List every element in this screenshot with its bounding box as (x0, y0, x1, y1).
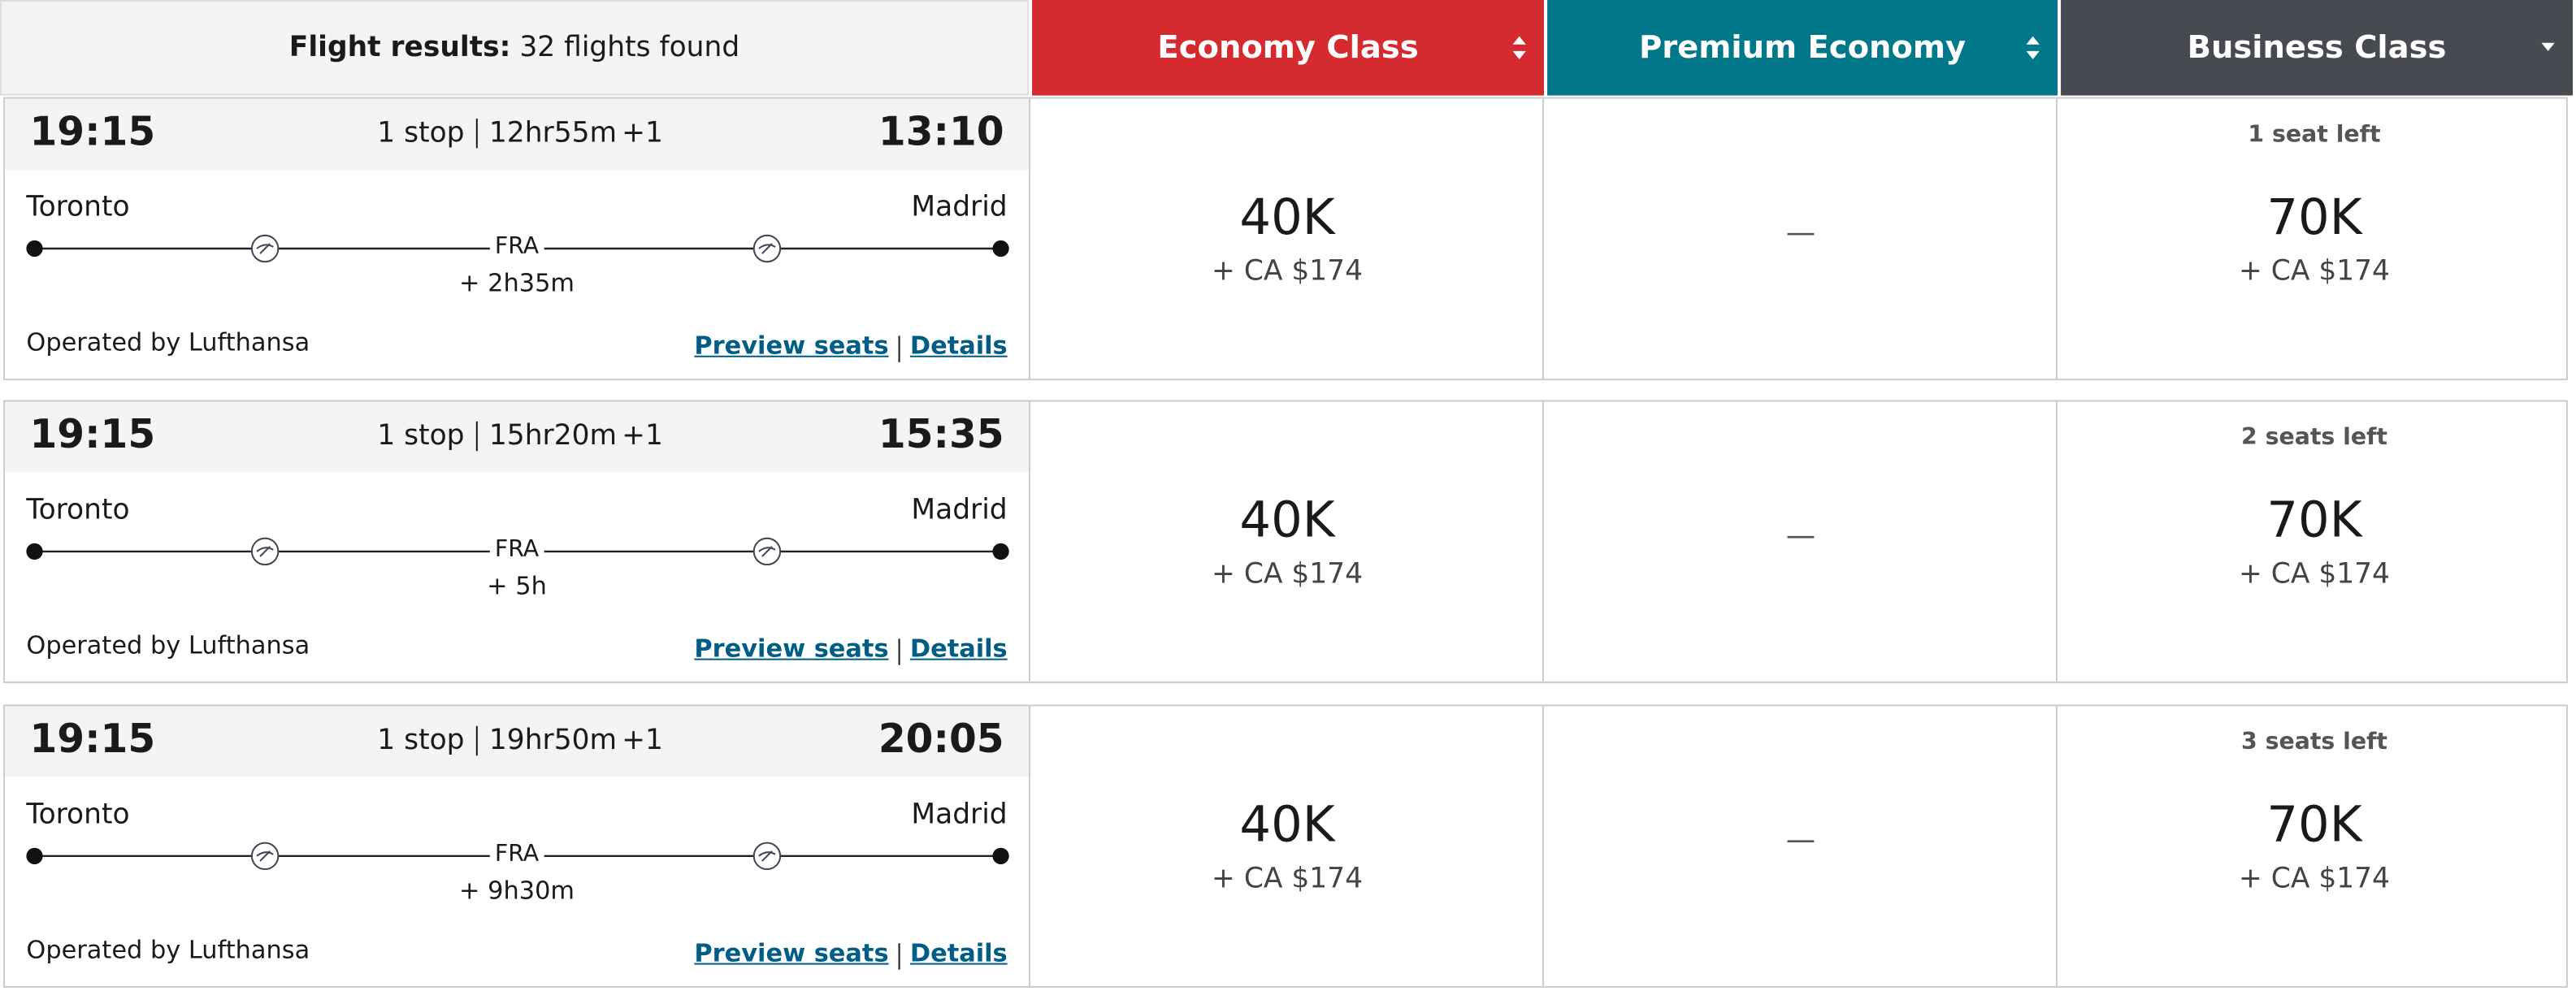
duration: 19hr50m (488, 724, 618, 758)
destination: Madrid (911, 798, 1008, 832)
economy-cell[interactable]: 40K + CA $174 (1029, 400, 1544, 684)
origin: Toronto (26, 493, 130, 527)
business-cell[interactable]: 3 seats left 70K + CA $174 (2055, 704, 2569, 988)
layover: + 9h30m (459, 876, 575, 906)
separator (898, 335, 900, 362)
stops: 1 stop (377, 724, 465, 758)
origin: Toronto (26, 191, 130, 224)
day-offset: +1 (622, 724, 663, 758)
premium-cell[interactable]: — (1542, 400, 2056, 684)
destination: Madrid (911, 493, 1008, 527)
cash: + CA $174 (2238, 862, 2390, 896)
cash: + CA $174 (2238, 558, 2390, 591)
economy-cell[interactable]: 40K + CA $174 (1029, 704, 1544, 988)
links: Preview seats Details (694, 630, 1008, 665)
route-line (26, 842, 1009, 871)
stops: 1 stop (377, 419, 465, 453)
premium-cell[interactable]: — (1542, 704, 2056, 988)
cash: + CA $174 (2238, 255, 2390, 288)
sort-icon (2541, 42, 2555, 51)
arrive-time: 20:05 (878, 716, 1004, 763)
operator: Operated by Lufthansa (26, 630, 310, 660)
details-link[interactable]: Details (909, 937, 1008, 967)
layover: + 5h (487, 571, 547, 601)
preview-seats-link[interactable]: Preview seats (694, 330, 889, 360)
economy-cell[interactable]: 40K + CA $174 (1029, 97, 1544, 381)
via-airport: FRA (489, 233, 544, 261)
cash: + CA $174 (1212, 558, 1364, 591)
arrive-time: 15:35 (878, 411, 1004, 458)
details-link[interactable]: Details (909, 330, 1008, 360)
flight-row: 19:15 15:35 1 stop 15hr20m +1 Toronto Madrid FR… (3, 400, 2569, 684)
seats-left: 2 seats left (2240, 424, 2388, 452)
separator (898, 943, 900, 970)
points: 70K (2266, 796, 2362, 855)
origin: Toronto (26, 798, 130, 832)
points: 40K (1239, 491, 1335, 550)
seats-left: 3 seats left (2240, 729, 2388, 756)
time-strip (5, 706, 1030, 777)
sort-icon (2026, 36, 2040, 59)
operator: Operated by Lufthansa (26, 327, 310, 357)
separator (475, 421, 478, 452)
stop-info: 1 stop 15hr20m +1 (377, 420, 663, 453)
preview-seats-link[interactable]: Preview seats (694, 633, 889, 663)
unavailable: — (1785, 823, 1816, 858)
unavailable: — (1785, 518, 1816, 553)
details-link[interactable]: Details (909, 633, 1008, 663)
economy-header[interactable]: Economy Class (1032, 0, 1545, 96)
flight-row: 19:15 13:10 1 stop 12hr55m +1 Toronto Madrid FR… (3, 97, 2568, 381)
unavailable: — (1785, 215, 1816, 251)
preview-seats-link[interactable]: Preview seats (694, 937, 889, 967)
cash: + CA $174 (1212, 862, 1364, 896)
depart-time: 19:15 (29, 411, 156, 458)
operator: Operated by Lufthansa (26, 935, 310, 965)
via-airport: FRA (489, 536, 544, 564)
points: 40K (1239, 796, 1335, 855)
premium-header[interactable]: Premium Economy (1547, 0, 2058, 96)
business-header[interactable]: Business Class (2061, 0, 2574, 96)
column-title: Business Class (2187, 29, 2447, 67)
points: 70K (2266, 189, 2362, 247)
destination: Madrid (911, 191, 1008, 224)
links: Preview seats Details (694, 327, 1008, 362)
stop-info: 1 stop 12hr55m +1 (377, 117, 663, 150)
seats-left: 1 seat left (2248, 121, 2381, 149)
arrive-time: 13:10 (878, 108, 1004, 155)
premium-cell[interactable]: — (1542, 97, 2056, 381)
flight-row: 19:15 20:05 1 stop 19hr50m +1 Toronto Madrid FR… (3, 704, 2568, 988)
stop-info: 1 stop 19hr50m +1 (377, 725, 663, 758)
cash: + CA $174 (1212, 255, 1364, 288)
points: 70K (2266, 491, 2362, 550)
time-strip (5, 401, 1030, 473)
separator (898, 638, 900, 665)
stops: 1 stop (377, 116, 465, 150)
duration: 12hr55m (488, 116, 618, 150)
business-cell[interactable]: 2 seats left 70K + CA $174 (2055, 400, 2569, 684)
column-title: Premium Economy (1638, 29, 1967, 67)
results-label: Flight results: (288, 31, 511, 65)
links: Preview seats Details (694, 935, 1008, 970)
separator (475, 725, 478, 756)
sort-icon (1512, 36, 1526, 59)
results-count: 32 flights found (519, 31, 740, 65)
time-strip (5, 98, 1030, 170)
layover: + 2h35m (459, 268, 575, 298)
duration: 15hr20m (488, 419, 618, 453)
day-offset: +1 (622, 116, 663, 150)
results-header: Flight results: 32 flights found (0, 0, 1029, 96)
day-offset: +1 (622, 419, 663, 453)
depart-time: 19:15 (29, 108, 156, 155)
points: 40K (1239, 189, 1335, 247)
via-airport: FRA (489, 841, 544, 868)
depart-time: 19:15 (29, 716, 156, 763)
business-cell[interactable]: 1 seat left 70K + CA $174 (2055, 97, 2569, 381)
separator (475, 118, 478, 149)
column-title: Economy Class (1157, 29, 1419, 67)
